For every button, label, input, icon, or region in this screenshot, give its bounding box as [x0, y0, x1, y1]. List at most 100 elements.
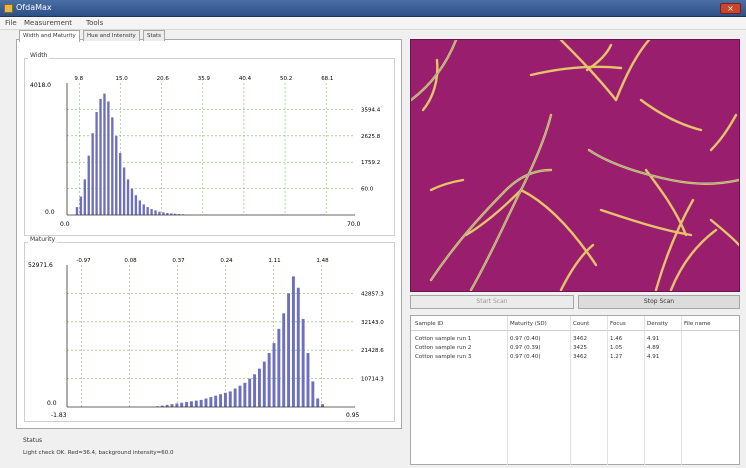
window-title: OfdaMax [16, 3, 52, 12]
tab-hue-intensity[interactable]: Hue and Intensity [83, 30, 140, 41]
tab-stats[interactable]: Stats [143, 30, 166, 41]
maturity-top-tick: 0.08 [124, 258, 137, 264]
maturity-bar [248, 378, 252, 407]
maturity-bar [296, 287, 300, 407]
col-count[interactable]: Count [573, 321, 590, 327]
maturity-x-max: 0.95 [346, 412, 360, 419]
maturity-title: Maturity [28, 236, 58, 243]
width-bar [83, 179, 86, 215]
stop-scan-button[interactable]: Stop Scan [578, 295, 740, 309]
menu-file[interactable]: File [5, 19, 17, 27]
cell-maturity-2[interactable]: 0.97 (0.39) [510, 345, 541, 351]
cell-focus-2[interactable]: 1.05 [610, 345, 623, 351]
maturity-bar [214, 395, 218, 407]
width-y-max: 4018.0 [30, 82, 51, 89]
cell-density-1[interactable]: 4.91 [647, 336, 660, 342]
maturity-bar [311, 381, 315, 407]
width-bar [158, 211, 161, 215]
maturity-bar [209, 397, 213, 407]
cell-sample-id-1[interactable]: Cotton sample run 1 [415, 336, 472, 342]
width-top-tick: 68.1 [321, 76, 333, 82]
cell-count-1[interactable]: 3462 [573, 336, 587, 342]
cell-density-2[interactable]: 4.89 [647, 345, 660, 351]
results-table: Sample ID Maturity (SD) Count Focus Dens… [410, 315, 740, 465]
width-bar [130, 188, 134, 215]
maturity-bar [204, 398, 208, 407]
maturity-histogram: 52971.6 0.0 -1.83 0.95 -0.97 0.08 0.37 0.24… [28, 258, 384, 419]
maturity-bar [228, 391, 232, 407]
maturity-bar [238, 385, 242, 407]
width-bar [162, 212, 165, 215]
width-bar [115, 135, 118, 215]
maturity-top-tick: 1.48 [316, 258, 329, 264]
width-bar [138, 200, 141, 215]
maturity-bar [233, 388, 237, 407]
width-bar [166, 213, 169, 215]
col-density[interactable]: Density [647, 321, 668, 327]
width-bar [154, 210, 157, 215]
cell-count-2[interactable]: 3425 [573, 345, 587, 351]
maturity-bar [272, 343, 276, 407]
col-maturity[interactable]: Maturity (SD) [510, 321, 547, 327]
maturity-bar [291, 276, 295, 407]
width-bar [111, 117, 114, 215]
maturity-right-tick: 42857.3 [361, 291, 384, 297]
maturity-bar [160, 405, 164, 407]
maturity-right-tick: 10714.3 [361, 377, 384, 383]
maturity-top-tick: 1.11 [268, 258, 280, 264]
width-bar [170, 213, 173, 215]
width-title: Width [28, 52, 50, 59]
start-scan-button[interactable]: Start Scan [410, 295, 574, 309]
maturity-right-tick: 21428.6 [361, 348, 384, 354]
menu-measurement[interactable]: Measurement [24, 19, 73, 27]
cell-maturity-1[interactable]: 0.97 (0.40) [510, 336, 541, 342]
width-bar [119, 152, 122, 215]
width-right-tick: 2625.8 [361, 134, 381, 140]
width-bar [150, 209, 153, 215]
width-x-min: 0.0 [60, 221, 70, 228]
maturity-bar [282, 313, 286, 407]
status-title: Status [23, 437, 43, 444]
maturity-bar [165, 404, 169, 407]
app-icon [4, 4, 13, 13]
col-sample-id[interactable]: Sample ID [415, 321, 444, 327]
maturity-bar [223, 392, 227, 407]
maturity-bar [199, 399, 203, 407]
maturity-bar [262, 361, 266, 407]
cell-density-3[interactable]: 4.91 [647, 354, 660, 360]
close-button[interactable]: × [720, 3, 741, 14]
menu-bar: File Measurement Tools [0, 17, 746, 30]
fiber-image-view [409, 38, 741, 292]
maturity-group: Maturity 52971.6 0.0 -1.83 0.95 -0.97 0.0… [24, 236, 395, 422]
tab-width-maturity[interactable]: Width and Maturity [19, 30, 80, 42]
cell-count-3[interactable]: 3462 [573, 354, 587, 360]
col-focus[interactable]: Focus [610, 321, 626, 327]
width-bar [107, 101, 110, 215]
col-file-name[interactable]: File name [684, 321, 711, 327]
width-top-tick: 35.9 [198, 76, 211, 82]
maturity-bar [219, 394, 223, 407]
maturity-bar [267, 353, 271, 407]
width-bar [75, 207, 79, 215]
maturity-bar [301, 318, 305, 407]
width-top-tick: 9.8 [74, 76, 83, 82]
maturity-bar [180, 402, 184, 407]
cell-maturity-3[interactable]: 0.97 (0.40) [510, 354, 541, 360]
width-bar [79, 196, 83, 215]
cell-sample-id-2[interactable]: Cotton sample run 2 [415, 345, 472, 351]
maturity-bar [287, 293, 291, 407]
cell-focus-1[interactable]: 1.46 [610, 336, 623, 342]
width-right-tick: 1759.2 [361, 160, 380, 166]
maturity-bar [277, 328, 281, 407]
width-histogram: 4018.0 0.0 0.0 70.0 9.8 15.0 20.6 35.9 40.4 5… [30, 76, 381, 228]
maturity-bar [257, 368, 261, 407]
width-group: Width 4018.0 0.0 0.0 70.0 9.8 15.0 20.6 35.… [24, 52, 395, 236]
width-x-max: 70.0 [347, 221, 361, 228]
width-top-tick: 15.0 [115, 76, 128, 82]
maturity-bar [316, 398, 320, 407]
cell-sample-id-3[interactable]: Cotton sample run 3 [415, 354, 472, 360]
width-top-tick: 40.4 [239, 76, 252, 82]
menu-tools[interactable]: Tools [86, 19, 104, 27]
cell-focus-3[interactable]: 1.27 [610, 354, 623, 360]
maturity-bar [189, 401, 193, 407]
